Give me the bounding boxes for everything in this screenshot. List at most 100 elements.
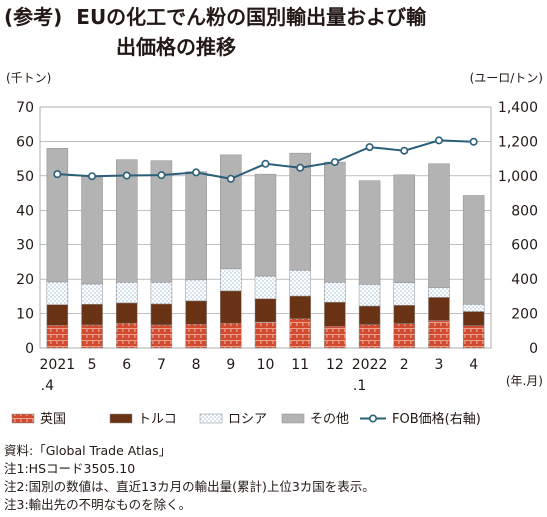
bar-segment [81, 324, 103, 349]
fob-price-point [226, 174, 235, 183]
bar-segment [393, 282, 416, 306]
bar-segment [462, 325, 485, 349]
legend-swatch [281, 413, 305, 424]
x-tick-label: 4 [469, 357, 478, 373]
y-right-tick-label: 800 [511, 203, 538, 219]
y-left-tick-label: 30 [16, 238, 34, 254]
bar-segment [393, 174, 416, 283]
bar-segment [220, 268, 242, 292]
x-tick-label: 3 [435, 357, 444, 373]
legend-swatch [109, 413, 133, 424]
y-right-tick-label: 0 [529, 341, 538, 357]
y-right-tick-label: 1,200 [498, 134, 538, 150]
bar-segment [289, 295, 311, 319]
title-line-2: 出価格の推移 [116, 35, 236, 59]
bar-segment [393, 305, 416, 324]
axes: 0 0 10 200 20 400 30 600 40 800 50 1,000 60 1,200 70 1,… [6, 71, 543, 394]
y-right-tick-label: 600 [511, 238, 538, 254]
title-line-1: EUの化工でん粉の国別輸出量および輸 [76, 5, 427, 29]
legend-swatch [199, 413, 223, 424]
y-right-tick-label: 200 [511, 307, 538, 323]
y-left-tick-label: 40 [16, 203, 34, 219]
bar-segment [462, 195, 485, 305]
bar-segment [150, 160, 173, 283]
legend-swatch [11, 413, 35, 424]
y-left-tick-label: 10 [16, 307, 34, 323]
bar-segment [358, 305, 381, 325]
fob-price-line [53, 136, 478, 183]
x-tick-label: .1 [353, 378, 366, 394]
bar-segment [115, 159, 138, 283]
bar-segment [185, 300, 207, 325]
bar-segment [220, 154, 242, 270]
title-tag: (参考) [4, 5, 63, 29]
fob-price-point [192, 168, 201, 177]
bar-segment [289, 269, 311, 297]
note-3: 注3:輸出先の不明なものを除く。 [4, 497, 192, 512]
fob-price-point [122, 171, 131, 180]
bar-segment [46, 148, 69, 283]
fob-price-point [469, 137, 478, 146]
bar-segment [254, 321, 277, 349]
y-left-tick-label: 70 [16, 100, 34, 116]
x-unit: (年.月) [506, 374, 543, 388]
x-tick-label: 9 [226, 357, 235, 373]
bar-segment [185, 323, 207, 349]
x-tick-label: 5 [88, 357, 97, 373]
bar-segment [115, 322, 138, 349]
note-2: 注2:国別の数値は、直近13カ月の輸出量(累計)上位3カ国を表示。 [4, 479, 375, 494]
bar-segment [289, 318, 311, 349]
bar-segment [324, 301, 346, 327]
bar-segment [150, 281, 173, 305]
x-tick-label: 6 [122, 357, 131, 373]
fob-price-point [53, 170, 62, 179]
bar-segment [81, 304, 103, 326]
note-source: 資料:「Global Trade Atlas」 [4, 443, 172, 458]
bar-segment [81, 176, 103, 285]
x-tick-label: 11 [291, 357, 309, 373]
bar-segment [46, 304, 69, 326]
legend-label: トルコ [138, 412, 177, 427]
bar-segment [220, 322, 242, 349]
bar-segment [185, 279, 207, 302]
x-tick-label: 7 [157, 357, 166, 373]
note-1: 注1:HSコード3505.10 [4, 461, 136, 476]
bar-segment [358, 180, 381, 285]
bar-segment [358, 324, 381, 349]
legend-label: FOB価格(右軸) [392, 411, 481, 427]
bar-segment [289, 152, 311, 271]
y-left-tick-label: 50 [16, 169, 34, 185]
y-left-unit: (千トン) [6, 71, 51, 85]
fob-price-point [261, 159, 270, 168]
legend-line-marker [368, 414, 377, 423]
bar-segment [324, 326, 346, 349]
bar-segment [462, 304, 485, 312]
bar-segment [254, 173, 277, 277]
fob-price-point [330, 158, 339, 167]
x-tick-label: 2 [400, 357, 409, 373]
y-left-tick-label: 0 [25, 341, 34, 357]
y-right-tick-label: 1,400 [498, 100, 538, 116]
fob-price-point [88, 172, 97, 181]
legend-label: 英国 [40, 412, 66, 427]
x-tick-label: 2021 [40, 357, 76, 373]
fob-price-point [296, 163, 305, 172]
bar-segment [185, 171, 207, 281]
bar-segment [150, 303, 173, 326]
bars [46, 148, 485, 349]
x-tick-label: 12 [326, 357, 344, 373]
legend: 英国 トルコ ロシア その他 FOB価格(右軸) [11, 411, 481, 427]
bar-segment [324, 161, 346, 283]
x-tick-label: 10 [257, 357, 275, 373]
fob-price-point [365, 143, 374, 152]
bar-segment [254, 275, 277, 300]
notes: 資料:「Global Trade Atlas」 注1:HSコード3505.10 … [4, 442, 375, 514]
legend-label: ロシア [228, 412, 267, 427]
bar-segment [46, 281, 69, 305]
legend-label: その他 [310, 412, 349, 427]
bar-segment [115, 281, 138, 304]
x-tick-label: .4 [41, 378, 54, 394]
bar-segment [46, 325, 69, 349]
bar-segment [428, 163, 450, 288]
fob-price-point [434, 136, 443, 145]
